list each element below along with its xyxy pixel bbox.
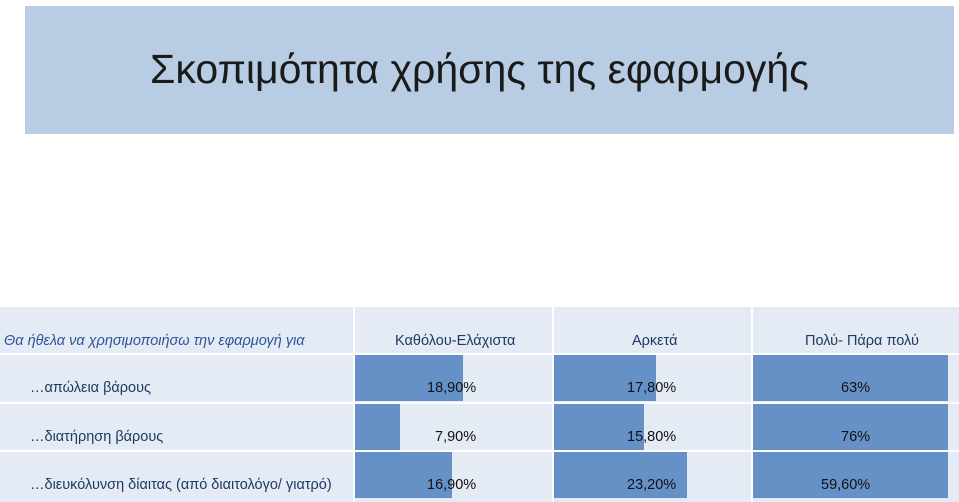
- column-divider: [751, 307, 753, 502]
- data-bar: [355, 452, 452, 498]
- data-label: 17,80%: [627, 380, 677, 396]
- data-bar: [753, 452, 948, 498]
- header-question: Θα ήθελα να χρησιμοποιήσω την εφαρμογή γ…: [4, 333, 305, 349]
- data-label: 18,90%: [427, 380, 477, 396]
- data-bar: [355, 404, 400, 450]
- data-bar: [753, 355, 948, 401]
- header-col-high: Πολύ- Πάρα πολύ: [805, 333, 919, 349]
- data-label: 15,80%: [627, 429, 677, 445]
- data-bar: [554, 404, 644, 450]
- data-bar: [554, 452, 687, 498]
- row-divider: [0, 353, 959, 355]
- row-label: …διευκόλυνση δίαιτας (από διαιτολόγο/ γι…: [30, 477, 332, 493]
- slide-title: Σκοπιμότητα χρήσης της εφαρμογής: [150, 46, 809, 92]
- title-band: [25, 6, 954, 134]
- data-label: 76%: [841, 429, 871, 445]
- row-label: …διατήρηση βάρους: [30, 429, 164, 445]
- column-divider: [353, 307, 355, 502]
- data-bar: [753, 404, 948, 450]
- data-label: 59,60%: [821, 477, 871, 493]
- data-label: 16,90%: [427, 477, 477, 493]
- data-label: 7,90%: [435, 429, 477, 445]
- data-table: Θα ήθελα να χρησιμοποιήσω την εφαρμογή γ…: [0, 305, 959, 502]
- header-col-low: Καθόλου-Ελάχιστα: [395, 333, 516, 349]
- data-label: 63%: [841, 380, 871, 396]
- data-label: 23,20%: [627, 477, 677, 493]
- row-divider: [0, 402, 959, 404]
- row-label: …απώλεια βάρους: [30, 380, 152, 396]
- data-bar: [554, 355, 656, 401]
- data-bar: [355, 355, 463, 401]
- row-divider: [0, 450, 959, 452]
- header-col-mid: Αρκετά: [632, 333, 678, 349]
- column-divider: [552, 307, 554, 502]
